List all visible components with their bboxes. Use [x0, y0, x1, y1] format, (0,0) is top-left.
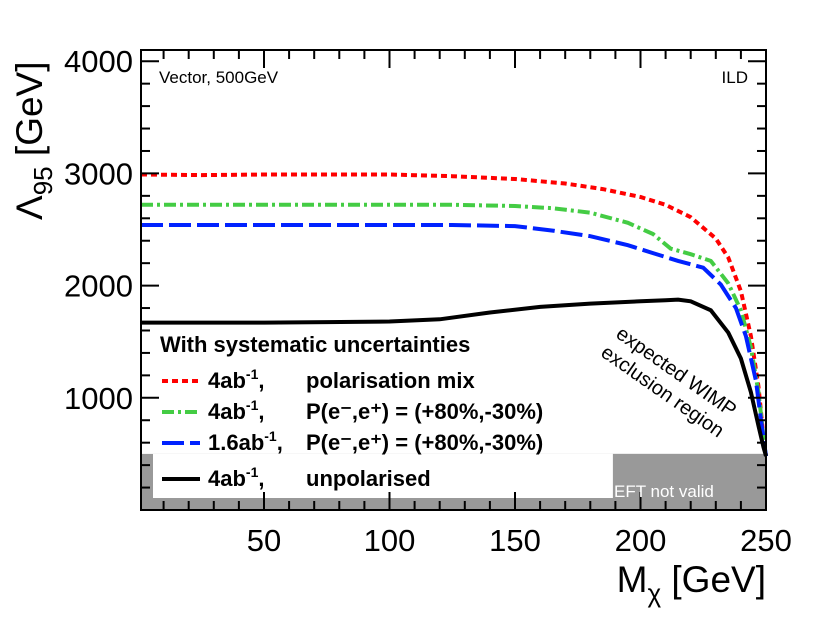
y-tick-label: 1000 — [64, 381, 133, 416]
y-axis-title: Λ95 [GeV] — [9, 61, 58, 220]
wimp-region-annotation: expected WIMP exclusion region — [597, 323, 740, 443]
x-tick-label: 100 — [364, 523, 416, 558]
legend: With systematic uncertainties 4ab-1, pola… — [160, 332, 543, 491]
series-line-3 — [141, 223, 768, 457]
tick-label-layer: 50 100 150 200 250 1000 2000 3000 4000 — [64, 44, 792, 558]
series-line-4 — [141, 297, 768, 457]
legend-entry-4: 4ab-1, unpolarised — [208, 464, 431, 491]
y-tick-label: 3000 — [64, 156, 133, 191]
x-axis-title: Mχ [GeV] — [617, 559, 766, 608]
x-tick-label: 250 — [740, 523, 792, 558]
series-line-1 — [140, 172, 768, 457]
tick-layer — [141, 50, 767, 510]
y-tick-label: 2000 — [64, 269, 133, 304]
plot-frame — [140, 49, 767, 511]
legend-entry-2: 4ab-1, P(e⁻,e⁺) = (+80%,-30%) — [208, 397, 543, 424]
y-tick-label: 4000 — [64, 44, 133, 79]
series-line-2 — [141, 202, 768, 457]
eft-not-valid-label: EFT not valid — [614, 482, 714, 501]
legend-background — [153, 453, 613, 498]
series-layer — [140, 172, 768, 457]
annotation-ild: ILD — [722, 68, 748, 87]
legend-entry-1: 4ab-1, polarisation mix — [208, 366, 475, 393]
x-tick-label: 150 — [489, 523, 541, 558]
eft-invalid-band-right — [612, 453, 766, 510]
x-tick-label: 50 — [247, 523, 281, 558]
annotation-top-left: Vector, 500GeV — [159, 68, 279, 87]
legend-entry-3: 1.6ab-1, P(e⁻,e⁺) = (+80%,-30%) — [208, 428, 543, 455]
x-tick-label: 200 — [615, 523, 667, 558]
legend-header: With systematic uncertainties — [160, 332, 470, 357]
